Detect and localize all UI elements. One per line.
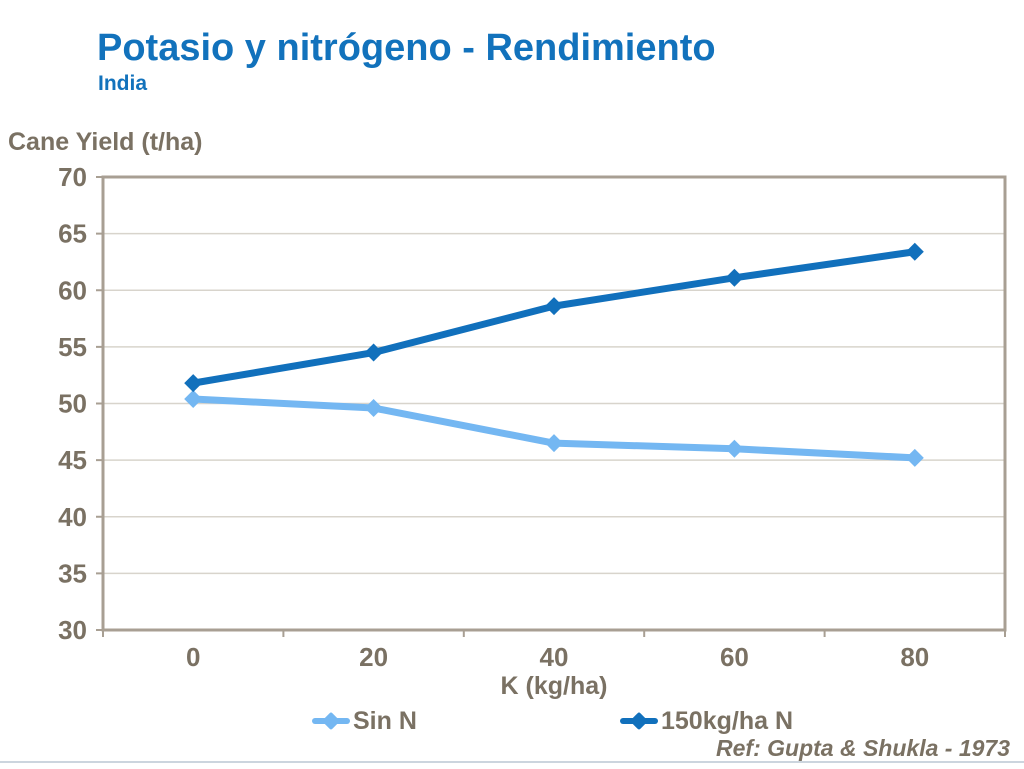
y-tick-label: 45 <box>58 445 87 475</box>
x-tick-label: 60 <box>720 642 749 672</box>
bottom-divider <box>0 761 1024 763</box>
legend-item-150n: 150kg/ha N <box>620 706 793 736</box>
data-point-marker <box>184 389 203 408</box>
y-tick-label: 65 <box>58 219 87 249</box>
diamond-marker-icon <box>629 711 649 731</box>
data-point-marker <box>545 434 563 453</box>
legend-item-sin-n: Sin N <box>312 706 417 736</box>
y-tick-label: 40 <box>58 502 87 532</box>
y-tick-label: 35 <box>58 558 87 588</box>
data-point-marker <box>364 399 383 418</box>
data-point-marker <box>184 374 203 393</box>
data-point-marker <box>545 297 563 316</box>
data-point-marker <box>364 343 383 362</box>
page-title: Potasio y nitrógeno - Rendimiento <box>97 27 716 69</box>
x-tick-label: 80 <box>900 642 929 672</box>
y-tick-label: 60 <box>58 275 87 305</box>
x-axis-title: K (kg/ha) <box>500 672 608 700</box>
x-tick-label: 40 <box>540 642 569 672</box>
data-point-marker <box>725 268 744 287</box>
y-tick-label: 30 <box>58 615 87 645</box>
data-point-marker <box>725 439 744 458</box>
data-point-marker <box>905 242 924 261</box>
data-point-marker <box>905 448 924 467</box>
y-tick-label: 55 <box>58 332 87 362</box>
y-tick-label: 70 <box>58 162 87 192</box>
reference-note: Ref: Gupta & Shukla - 1973 <box>716 735 1010 761</box>
y-tick-label: 50 <box>58 389 87 419</box>
legend-label-150n: 150kg/ha N <box>661 706 794 735</box>
x-tick-label: 0 <box>186 642 200 672</box>
page-subtitle: India <box>98 72 148 95</box>
diamond-marker-icon <box>321 711 341 731</box>
series-line-150kg-ha-n <box>192 248 916 387</box>
legend-marker-150n-icon <box>620 711 658 731</box>
y-axis-title: Cane Yield (t/ha) <box>8 128 203 156</box>
legend-marker-sin-n-icon <box>312 711 350 731</box>
x-tick-label: 20 <box>359 642 388 672</box>
legend-label-sin-n: Sin N <box>353 706 417 735</box>
